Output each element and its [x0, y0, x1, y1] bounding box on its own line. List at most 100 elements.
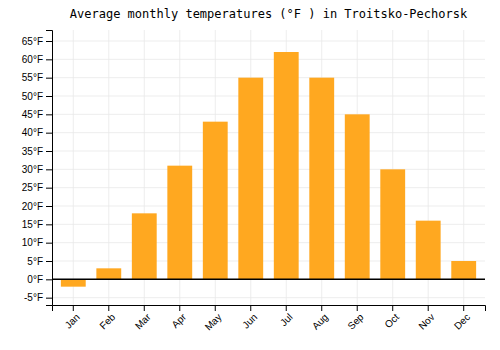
zero-line [52, 279, 485, 281]
tick-mark [46, 206, 52, 207]
tick: 20°F [22, 201, 52, 212]
grid-line [52, 132, 485, 133]
tick-mark [428, 305, 429, 311]
tick: Feb [97, 305, 117, 331]
tick-mark [357, 305, 358, 311]
tick-label: May [203, 311, 224, 332]
tick-label: Mar [133, 311, 153, 331]
grid-line [52, 206, 485, 207]
tick-label: 20°F [22, 201, 43, 212]
bar [451, 261, 476, 279]
grid-line [52, 114, 485, 115]
tick-label: Dec [452, 311, 472, 331]
tick-label: -5°F [24, 292, 43, 303]
tick: 5°F [27, 256, 52, 267]
tick-label: 65°F [22, 36, 43, 47]
tick-mark [46, 151, 52, 152]
tick-mark [250, 305, 251, 311]
grid-line [52, 77, 485, 78]
tick-label: Jul [278, 311, 295, 328]
bar [380, 169, 405, 279]
grid-line [52, 169, 485, 170]
tick-mark [46, 279, 52, 280]
plot: -5°F0°F5°F10°F15°F20°F25°F30°F35°F40°F45… [22, 30, 486, 333]
tick-label: 55°F [22, 72, 43, 83]
grid-line [52, 297, 485, 298]
tick-mark [215, 305, 216, 311]
tick-mark [46, 261, 52, 262]
tick-mark [46, 114, 52, 115]
tick: Jan [63, 305, 82, 331]
tick-label: Nov [416, 311, 436, 331]
tick-mark [46, 133, 52, 134]
grid-line [52, 187, 485, 188]
tick-mark [179, 305, 180, 311]
tick: 15°F [22, 219, 52, 230]
tick: -5°F [24, 292, 52, 303]
tick-label: Jun [240, 311, 259, 330]
tick: 45°F [22, 109, 52, 120]
tick-label: 30°F [22, 164, 43, 175]
tick: Jul [278, 305, 295, 328]
tick-label: Sep [345, 311, 366, 332]
grid [52, 30, 485, 305]
title: Average monthly temperatures (°F ) in Tr… [70, 7, 468, 21]
tick: 55°F [22, 72, 52, 83]
axis-line [46, 31, 53, 306]
tick-mark [46, 298, 52, 299]
tick: 65°F [22, 36, 52, 47]
tick-mark [286, 305, 287, 311]
grid-line [108, 30, 109, 305]
tick: Dec [452, 305, 472, 332]
tick-label: Oct [382, 311, 401, 330]
tick: 50°F [22, 91, 52, 102]
tick: Aug [310, 305, 330, 332]
tick-label: Apr [169, 311, 188, 330]
tick-label: 60°F [22, 54, 43, 65]
tick-mark [392, 305, 393, 311]
x-axis: Jan Feb Mar Apr May Jun Jul Aug Sep Oct Nov Dec [53, 305, 486, 333]
tick-label: Feb [97, 311, 117, 331]
tick-mark [321, 305, 322, 311]
tick: Sep [345, 305, 366, 332]
grid-line [52, 59, 485, 60]
tick-mark [46, 96, 52, 97]
bar [274, 52, 299, 279]
tick: 10°F [22, 237, 52, 248]
tick-mark [46, 169, 52, 170]
tick-label: 50°F [22, 91, 43, 102]
tick-label: 45°F [22, 109, 43, 120]
tick-mark [144, 305, 145, 311]
grid-line [73, 30, 74, 305]
tick: 25°F [22, 182, 52, 193]
tick: 35°F [22, 146, 52, 157]
tick-label: Aug [310, 311, 330, 331]
tick-mark [108, 305, 109, 311]
grid-line [52, 41, 485, 42]
tick: May [203, 305, 224, 333]
tick-label: 5°F [27, 256, 43, 267]
tick-label: 10°F [22, 237, 43, 248]
tick-mark [46, 41, 52, 42]
axis-line [53, 306, 486, 312]
bar [345, 114, 370, 279]
grid-line [52, 151, 485, 152]
tick-mark [46, 59, 52, 60]
tick: Jun [240, 305, 259, 331]
bar [309, 78, 334, 280]
grid-line [52, 279, 485, 280]
tick-mark [73, 305, 74, 311]
tick: Apr [169, 305, 188, 330]
tick: 30°F [22, 164, 52, 175]
tick-mark [46, 188, 52, 189]
tick-label: 35°F [22, 146, 43, 157]
bar [416, 221, 441, 280]
tick-label: 25°F [22, 182, 43, 193]
grid-line [52, 96, 485, 97]
bar [96, 268, 121, 279]
tick-mark [46, 224, 52, 225]
tick-label: 40°F [22, 127, 43, 138]
bar [203, 122, 228, 280]
y-axis: -5°F0°F5°F10°F15°F20°F25°F30°F35°F40°F45… [22, 31, 53, 306]
tick-label: Jan [63, 311, 82, 330]
